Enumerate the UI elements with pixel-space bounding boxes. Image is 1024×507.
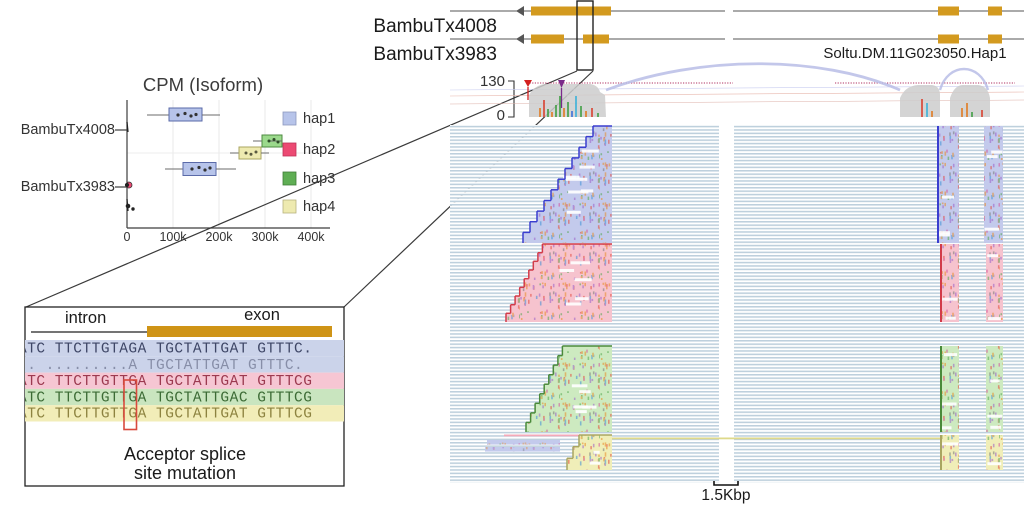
svg-text:BambuTx3983: BambuTx3983 xyxy=(373,44,497,65)
svg-text:ATC TTCTTGTAGA TGCTATTGAT GTTT: ATC TTCTTGTAGA TGCTATTGAT GTTTC. xyxy=(18,342,312,358)
svg-text:site mutation: site mutation xyxy=(134,463,236,483)
svg-text:100k: 100k xyxy=(159,230,187,244)
svg-text:.. .........A TGCTATTGAT GTTTC: .. .........A TGCTATTGAT GTTTC. xyxy=(18,358,303,374)
svg-text:200k: 200k xyxy=(205,230,233,244)
svg-text:intron: intron xyxy=(65,309,106,327)
svg-text:300k: 300k xyxy=(251,230,279,244)
svg-text:0: 0 xyxy=(497,107,505,124)
svg-text:ATC TTCTTGTTGA TGCTATTGAT GTTT: ATC TTCTTGTTGA TGCTATTGAT GTTTCG xyxy=(18,374,312,390)
svg-text:hap3: hap3 xyxy=(303,171,335,187)
svg-text:BambuTx3983: BambuTx3983 xyxy=(21,179,115,195)
svg-text:hap2: hap2 xyxy=(303,142,335,158)
svg-text:130: 130 xyxy=(480,73,505,90)
svg-text:exon: exon xyxy=(244,306,280,324)
svg-text:ATC TTCTTGTTGA TGCTATTGAT GTTT: ATC TTCTTGTTGA TGCTATTGAT GTTTCG xyxy=(18,407,312,423)
svg-text:ATC TTCTTGTTGA TGCTATTGAC GTTT: ATC TTCTTGTTGA TGCTATTGAC GTTTCG xyxy=(18,390,312,406)
svg-text:BambuTx4008: BambuTx4008 xyxy=(373,16,497,37)
svg-text:1.5Kbp: 1.5Kbp xyxy=(701,487,750,504)
svg-text:Acceptor splice: Acceptor splice xyxy=(124,444,246,464)
svg-text:Soltu.DM.11G023050.Hap1: Soltu.DM.11G023050.Hap1 xyxy=(823,45,1006,62)
svg-text:0: 0 xyxy=(124,230,131,244)
svg-text:hap1: hap1 xyxy=(303,111,335,127)
svg-text:BambuTx4008: BambuTx4008 xyxy=(21,122,115,138)
svg-text:400k: 400k xyxy=(297,230,325,244)
svg-text:CPM (Isoform): CPM (Isoform) xyxy=(143,74,263,95)
svg-text:hap4: hap4 xyxy=(303,199,335,215)
